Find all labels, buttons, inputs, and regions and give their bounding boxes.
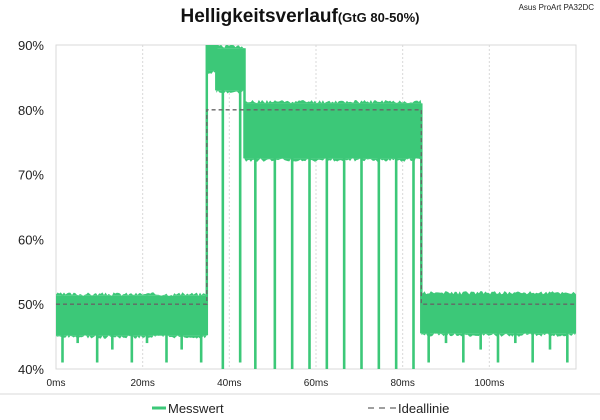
- x-tick-label: 60ms: [304, 378, 328, 389]
- y-tick-label: 70%: [18, 168, 44, 183]
- x-tick-label: 40ms: [217, 378, 241, 389]
- messwert-noise-bottom: [421, 333, 576, 337]
- y-tick-label: 90%: [18, 38, 44, 53]
- messwert-noise-top: [421, 291, 576, 295]
- messwert-band: [206, 45, 217, 71]
- legend-label-messwert: Messwert: [168, 401, 224, 416]
- messwert-noise-bottom: [244, 158, 422, 162]
- messwert-noise-top: [244, 99, 422, 104]
- series-messwert: [56, 45, 576, 369]
- series-ideallinie: [56, 109, 576, 305]
- x-tick-label: 20ms: [130, 378, 154, 389]
- device-label: Asus ProArt PA32DC: [518, 3, 594, 12]
- chart-title: Helligkeitsverlauf(GtG 80-50%): [0, 6, 600, 28]
- y-tick-label: 50%: [18, 297, 44, 312]
- x-tick-label: 80ms: [390, 378, 414, 389]
- chart-title-main: Helligkeitsverlauf: [180, 6, 338, 27]
- messwert-noise-top: [216, 45, 245, 49]
- y-tick-label: 40%: [18, 362, 44, 377]
- messwert-band: [244, 103, 422, 159]
- messwert-noise-top: [56, 292, 207, 296]
- x-tick-label: 100ms: [474, 378, 504, 389]
- chart-subtitle: (GtG 80-50%): [337, 10, 420, 25]
- x-tick-label: 0ms: [47, 378, 66, 389]
- messwert-noise-bottom: [206, 70, 217, 74]
- legend-label-ideallinie: Ideallinie: [398, 401, 449, 416]
- messwert-noise-bottom: [56, 335, 207, 339]
- y-tick-label: 80%: [18, 103, 44, 118]
- y-tick-label: 60%: [18, 232, 44, 247]
